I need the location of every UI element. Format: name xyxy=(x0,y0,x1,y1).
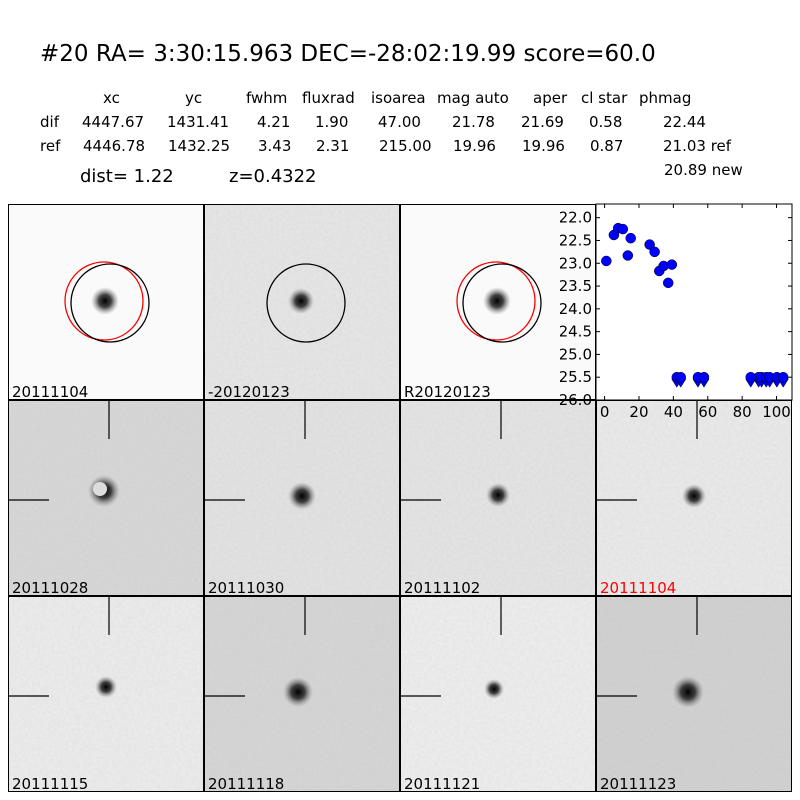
upper-limit-point xyxy=(777,371,789,383)
table-cell: 19.96 xyxy=(453,137,496,155)
table-cell: 22.44 xyxy=(663,113,706,131)
table-cell: 1431.41 xyxy=(167,113,230,131)
red-aperture-circle xyxy=(456,261,536,341)
image-stamp: 20111115 xyxy=(8,596,204,792)
column-header: aper xyxy=(533,89,568,107)
table-cell: 21.69 xyxy=(521,113,564,131)
x-tick-label: 100 xyxy=(762,403,791,420)
upper-limit-point xyxy=(698,371,710,383)
stamp-date-label: 20111028 xyxy=(12,579,89,596)
source-blob xyxy=(288,288,314,314)
stamp-grid: 20111104 -20120123 R20120123 20111028 201110… xyxy=(8,204,794,792)
stamp-date-label: -20120123 xyxy=(208,383,290,400)
table-cell: 21.78 xyxy=(452,113,495,131)
source-blob xyxy=(483,287,511,315)
image-stamp: 20111121 xyxy=(400,596,596,792)
stamp-date-label: 20111104 xyxy=(600,579,677,596)
stamp-date-label: 20111030 xyxy=(208,579,285,596)
stamp-date-label: 20111104 xyxy=(12,383,89,400)
image-stamp: 20111104 xyxy=(596,400,792,596)
source-blob xyxy=(486,483,510,507)
table-cell: 1432.25 xyxy=(168,137,231,155)
table-cell: 19.96 xyxy=(522,137,565,155)
page-title: #20 RA= 3:30:15.963 DEC=-28:02:19.99 sco… xyxy=(40,41,656,67)
table-cell: 21.03 ref xyxy=(663,137,732,155)
x-tick-label: 60 xyxy=(698,403,717,420)
y-tick-label: 24.0 xyxy=(560,300,592,318)
table-cell: 0.87 xyxy=(590,137,624,155)
source-blob xyxy=(95,676,117,698)
column-header: xc xyxy=(103,89,120,107)
stamp-date-label: 20111121 xyxy=(404,775,481,792)
image-stamp: 20111118 xyxy=(204,596,400,792)
source-blob xyxy=(484,679,504,699)
image-stamp: 20111123 xyxy=(596,596,792,792)
y-tick-label: 25.5 xyxy=(560,368,592,386)
detection-point xyxy=(662,277,674,289)
red-aperture-circle xyxy=(64,261,144,341)
row-label: dif xyxy=(40,113,59,131)
upper-limit-point xyxy=(675,371,687,383)
black-aperture-circle xyxy=(266,263,346,343)
table-cell: 3.43 xyxy=(258,137,292,155)
y-tick-label: 22.5 xyxy=(560,231,592,249)
y-tick-label: 22.0 xyxy=(560,209,592,227)
table-cell: 215.00 xyxy=(379,137,432,155)
column-header: mag auto xyxy=(437,89,509,107)
detection-point xyxy=(625,232,636,244)
x-tick-label: 40 xyxy=(664,403,683,420)
column-header: cl star xyxy=(581,89,628,107)
stamp-date-label: 20111123 xyxy=(600,775,677,792)
detection-point xyxy=(649,246,660,258)
y-tick-label: 23.0 xyxy=(560,254,592,272)
x-tick-label: 0 xyxy=(600,403,610,420)
stamp-date-label: 20111118 xyxy=(208,775,285,792)
detection-point xyxy=(617,223,629,235)
source-blob xyxy=(682,484,706,508)
redshift-text: z=0.4322 xyxy=(229,166,317,187)
image-stamp: 20111104 xyxy=(8,204,204,400)
source-blob xyxy=(283,677,313,707)
image-stamp: 20111030 xyxy=(204,400,400,596)
table-cell: 1.90 xyxy=(315,113,349,131)
table-cell: 47.00 xyxy=(378,113,421,131)
column-header: yc xyxy=(185,89,203,107)
image-stamp: R20120123 xyxy=(400,204,596,400)
phmag-new: 20.89 new xyxy=(664,161,743,179)
column-header: fluxrad xyxy=(302,89,355,107)
y-tick-label: 24.5 xyxy=(560,323,592,341)
detection-point xyxy=(601,255,612,267)
stamp-date-label: 20111102 xyxy=(404,579,481,596)
y-tick-label: 23.5 xyxy=(560,277,592,295)
table-cell: 4446.78 xyxy=(83,137,146,155)
x-tick-label: 20 xyxy=(629,403,648,420)
black-aperture-circle xyxy=(462,263,542,343)
y-tick-label: 26.0 xyxy=(560,391,592,409)
image-stamp: -20120123 xyxy=(204,204,400,400)
black-aperture-circle xyxy=(70,263,150,343)
stamp-date-label: R20120123 xyxy=(404,383,491,400)
column-header: isoarea xyxy=(371,89,426,107)
y-tick-label: 25.0 xyxy=(560,345,592,363)
distance-text: dist= 1.22 xyxy=(80,166,174,187)
source-blob xyxy=(672,676,704,708)
image-stamp: 20111028 xyxy=(8,400,204,596)
column-header: phmag xyxy=(639,89,692,107)
column-header: fwhm xyxy=(246,89,288,107)
detection-point xyxy=(644,239,655,250)
table-cell: 4447.67 xyxy=(82,113,145,131)
detection-point xyxy=(622,250,634,261)
table-cell: 2.31 xyxy=(316,137,350,155)
table-cell: 4.21 xyxy=(257,113,291,131)
source-blob xyxy=(288,482,316,510)
detection-point xyxy=(666,259,678,270)
source-blob xyxy=(91,287,119,315)
table-cell: 0.58 xyxy=(589,113,623,131)
x-tick-label: 80 xyxy=(733,403,752,420)
lightcurve-plot: 22.0 22.5 23.0 23.5 24.0 24.5 25.0 25.5 26.0 0 20 4… xyxy=(560,203,793,420)
image-stamp: 20111102 xyxy=(400,400,596,596)
row-label: ref xyxy=(40,137,61,155)
stamp-date-label: 20111115 xyxy=(12,775,89,792)
